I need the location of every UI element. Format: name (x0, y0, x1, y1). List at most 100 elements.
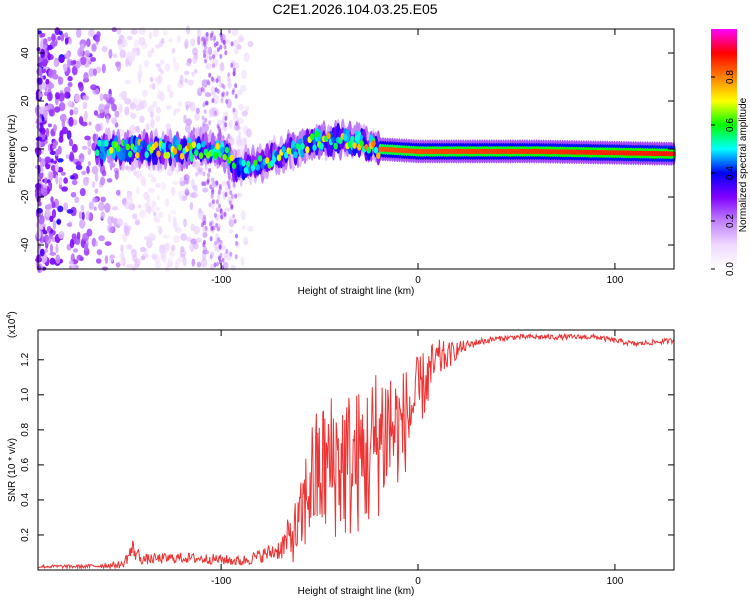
spectrogram-speckle (197, 36, 201, 46)
x-tick-label: 100 (607, 576, 624, 587)
spectrogram-speckle (100, 176, 106, 186)
spectrogram-speckle (61, 186, 68, 192)
spectrogram-speckle (247, 40, 254, 48)
spectrogram-speckle (227, 184, 231, 190)
spectrogram-speckle (246, 128, 252, 138)
spectrogram-speckle (79, 188, 86, 197)
spectrogram-speckle (198, 207, 202, 214)
spectrogram-speckle (204, 92, 212, 98)
spectrogram-speckle (83, 72, 89, 82)
spectrogram-speckle (44, 156, 52, 164)
spectrogram-speckle (104, 255, 109, 264)
spectrogram-speckle (222, 261, 229, 271)
spectrogram-speckle (114, 170, 119, 180)
spectrogram-ridge-mark (165, 151, 171, 159)
snr-scale-label: (x104) (6, 311, 18, 338)
spectrogram-ridge-mark (109, 146, 114, 154)
spectrogram-speckle (165, 242, 170, 250)
spectrogram-speckle (169, 250, 175, 257)
spectrogram-speckle (67, 82, 73, 88)
spectrogram-speckle (71, 143, 78, 153)
spectrogram-speckle (133, 170, 137, 176)
spectrogram-speckle (166, 169, 174, 177)
x-tick-label: 100 (607, 275, 624, 286)
spectrogram-speckle (56, 219, 61, 225)
spectrogram-speckle (201, 222, 204, 228)
spectrogram-speckle (210, 226, 214, 231)
spectrogram-speckle (173, 235, 180, 244)
spectrogram-speckle (37, 242, 41, 250)
spectrogram-speckle (216, 261, 219, 267)
spectrogram-speckle (212, 63, 215, 69)
spectrogram-speckle (125, 54, 132, 59)
spectrogram-speckle (36, 265, 42, 271)
spectrogram-speckle (232, 116, 240, 121)
y-tick-label: 0.2 (20, 528, 31, 542)
spectrogram-speckle (102, 93, 109, 100)
spectrogram-speckle (150, 176, 157, 183)
spectrogram-speckle (49, 215, 54, 222)
spectrogram-ridge-mark (281, 146, 286, 154)
spectrogram-ridge-mark (312, 144, 317, 152)
colorbar-tick-label: 0.4 (725, 166, 736, 180)
spectrogram-speckle (224, 50, 228, 56)
spectrogram-speckle (138, 63, 142, 72)
spectrogram-speckle (72, 248, 79, 253)
spectrogram-speckle (139, 246, 146, 253)
spectrogram-speckle (45, 78, 50, 85)
spectrogram-speckle (49, 257, 56, 265)
spectrogram-speckle (67, 76, 73, 82)
spectrogram-speckle (243, 136, 248, 146)
spectrogram-speckle (238, 130, 242, 139)
spectrogram-speckle (241, 225, 246, 230)
spectrogram-speckle (145, 123, 150, 131)
svg-text:(x104): (x104) (6, 311, 18, 338)
spectrogram-speckle (118, 93, 125, 98)
spectrogram-speckle (58, 231, 65, 239)
spectrogram-speckle (222, 84, 226, 90)
spectrogram-ridge-mark (314, 130, 319, 138)
spectrogram-speckle (55, 174, 59, 185)
spectrogram-speckle (145, 206, 150, 213)
spectrogram-ridge-mark (354, 134, 360, 142)
spectrogram-ridge-mark (161, 142, 166, 150)
spectrogram-speckle (240, 210, 246, 221)
spectrogram-speckle (53, 59, 59, 68)
spectrogram-speckle (162, 234, 169, 239)
spectrogram-speckle (129, 124, 137, 135)
spectrogram-frame (37, 28, 675, 270)
spectrogram-speckle (51, 33, 56, 42)
spectrogram-speckle (65, 51, 70, 60)
spectrogram-ridge-mark (309, 133, 315, 141)
spectrogram-speckle (229, 190, 233, 196)
spectrogram-speckle (79, 219, 86, 229)
spectrogram-speckle (91, 43, 97, 52)
spectrogram-speckle (47, 123, 52, 128)
spectrogram-speckle (206, 179, 210, 185)
spectrogram-speckle (202, 171, 206, 177)
spectrogram-speckle (152, 28, 159, 38)
spectrogram-speckle (39, 225, 44, 230)
spectrogram-speckle (210, 86, 217, 96)
colorbar-tick-label: 0.0 (725, 262, 736, 276)
spectrogram-speckle (86, 228, 93, 237)
spectrogram-speckle (172, 56, 176, 64)
spectrogram-axes: -100 0 100 -40 -20 0 20 40 (20, 29, 674, 286)
spectrogram-speckle (47, 44, 53, 51)
spectrogram-speckle (71, 233, 77, 239)
spectrogram-speckle (234, 254, 238, 260)
spectrogram-speckle (106, 115, 110, 124)
spectrogram-speckle (208, 202, 212, 208)
spectrogram-speckle (184, 78, 188, 83)
spectrogram-speckle (44, 91, 49, 97)
y-tick-label: 0.6 (20, 458, 31, 472)
spectrogram-speckle (58, 92, 65, 102)
spectrogram-speckle (111, 27, 118, 33)
y-tick-label: 1.0 (20, 387, 31, 401)
spectrogram-speckle (202, 231, 208, 238)
spectrogram-speckle (44, 177, 48, 185)
spectrogram-speckle (242, 125, 249, 134)
spectrogram-speckle (174, 261, 180, 271)
spectrogram-speckle (203, 239, 206, 245)
spectrogram-speckle (124, 106, 130, 116)
